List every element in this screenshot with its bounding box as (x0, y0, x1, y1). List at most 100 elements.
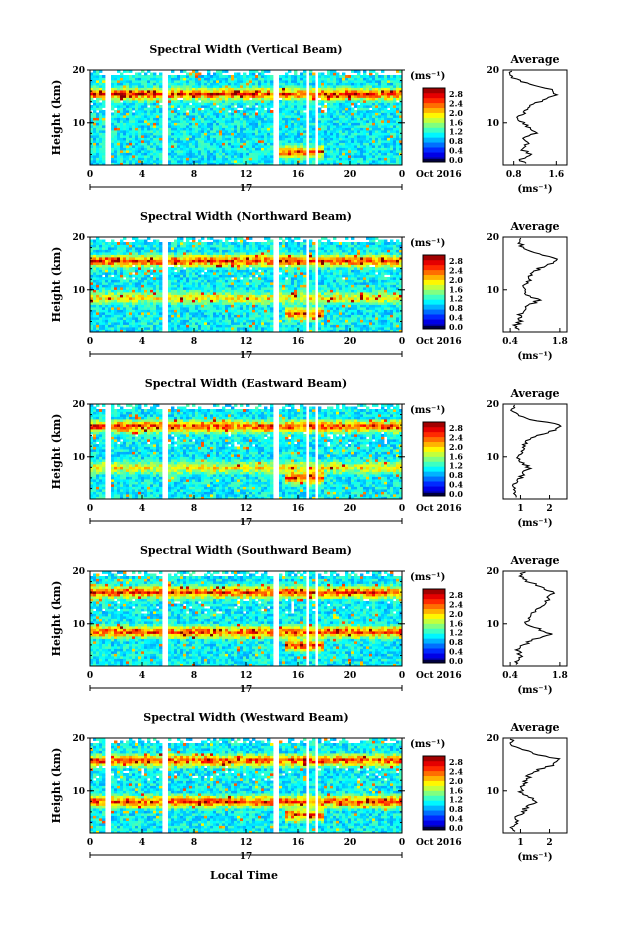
x-tick-label: 0 (87, 504, 93, 514)
y-tick-label: 20 (72, 567, 85, 577)
x-tick-label: 12 (240, 170, 253, 180)
x-tick-label: 8 (191, 170, 197, 180)
y-axis-label: Height (km) (50, 247, 63, 323)
average-x-tick-label: 2 (546, 504, 552, 514)
colorbar-tick-label: 0.0 (449, 155, 463, 165)
y-tick-label: 10 (72, 119, 85, 129)
average-y-tick-label: 10 (486, 620, 499, 630)
x-tick-label: 16 (292, 170, 305, 180)
heatmap-cells (90, 738, 402, 833)
colorbar (423, 88, 445, 162)
average-x-tick-label: 0.4 (502, 671, 518, 681)
date-tick-label: 17 (240, 351, 253, 361)
x-tick-label: 12 (240, 671, 253, 681)
average-y-tick-label: 10 (486, 286, 499, 296)
average-title: Average (509, 387, 559, 400)
y-tick-label: 10 (72, 453, 85, 463)
colorbar (423, 422, 445, 496)
average-y-tick-label: 10 (486, 787, 499, 797)
average-frame (503, 70, 567, 165)
x-tick-label: 20 (344, 337, 357, 347)
x-tick-label: 8 (191, 504, 197, 514)
average-y-tick-label: 20 (486, 66, 499, 76)
colorbar (423, 255, 445, 329)
date-label: Oct 2016 (416, 838, 462, 848)
date-tick-label: 17 (240, 184, 253, 194)
average-profile-line (511, 405, 561, 497)
y-tick-label: 10 (72, 787, 85, 797)
average-x-unit: (ms⁻¹) (517, 685, 552, 696)
y-axis-label: Height (km) (50, 414, 63, 490)
x-tick-label: 0 (87, 170, 93, 180)
average-x-tick-label: 1.8 (552, 337, 568, 347)
average-y-tick-label: 20 (486, 567, 499, 577)
average-x-tick-label: 0.4 (502, 337, 518, 347)
colorbar-tick-label: 0.0 (449, 489, 463, 499)
y-tick-label: 20 (72, 233, 85, 243)
x-tick-label: 20 (344, 170, 357, 180)
colorbar-unit: (ms⁻¹) (410, 71, 445, 82)
y-tick-label: 20 (72, 66, 85, 76)
x-tick-label: 16 (292, 337, 305, 347)
x-tick-label: 0 (87, 838, 93, 848)
y-tick-label: 20 (72, 400, 85, 410)
date-tick-label: 17 (240, 518, 253, 528)
y-axis-label: Height (km) (50, 581, 63, 657)
x-tick-label: 4 (139, 337, 145, 347)
heatmap-cells (90, 571, 402, 666)
colorbar-unit: (ms⁻¹) (410, 238, 445, 249)
x-tick-label: 8 (191, 671, 197, 681)
x-tick-label: 20 (344, 671, 357, 681)
average-profile-line (513, 238, 557, 330)
average-x-tick-label: 1 (517, 504, 523, 514)
colorbar (423, 756, 445, 830)
panel-title: Spectral Width (Northward Beam) (140, 210, 352, 223)
average-x-unit: (ms⁻¹) (517, 351, 552, 362)
average-title: Average (509, 554, 559, 567)
heatmap-cells (90, 237, 402, 332)
x-tick-label: 0 (399, 170, 405, 180)
average-x-tick-label: 0.8 (506, 170, 522, 180)
x-tick-label: 0 (399, 337, 405, 347)
date-label: Oct 2016 (416, 337, 462, 347)
x-tick-label: 0 (87, 671, 93, 681)
colorbar-tick-label: 0.0 (449, 322, 463, 332)
x-tick-label: 0 (87, 337, 93, 347)
average-title: Average (509, 220, 559, 233)
y-axis-label: Height (km) (50, 748, 63, 824)
panel-4: Spectral Width (Westward Beam)2010Height… (50, 711, 567, 863)
average-x-tick-label: 1.6 (548, 170, 564, 180)
y-tick-label: 20 (72, 734, 85, 744)
date-tick-label: 17 (240, 685, 253, 695)
average-profile-line (509, 71, 557, 163)
average-x-tick-label: 1 (517, 838, 523, 848)
heatmap-cells (90, 70, 402, 165)
x-tick-label: 4 (139, 170, 145, 180)
panel-0: Spectral Width (Vertical Beam)2010Height… (50, 43, 567, 195)
average-y-tick-label: 10 (486, 119, 499, 129)
average-x-unit: (ms⁻¹) (517, 852, 552, 863)
panel-title: Spectral Width (Southward Beam) (140, 544, 352, 557)
x-tick-label: 12 (240, 838, 253, 848)
panel-2: Spectral Width (Eastward Beam)2010Height… (50, 377, 567, 529)
average-x-tick-label: 2 (546, 838, 552, 848)
x-tick-label: 0 (399, 504, 405, 514)
x-tick-label: 0 (399, 838, 405, 848)
x-tick-label: 20 (344, 504, 357, 514)
average-x-unit: (ms⁻¹) (517, 184, 552, 195)
x-tick-label: 8 (191, 337, 197, 347)
panel-title: Spectral Width (Eastward Beam) (145, 377, 347, 390)
panel-3: Spectral Width (Southward Beam) 20 10 Heigh… (50, 544, 568, 696)
x-tick-label: 12 (240, 337, 253, 347)
y-axis-label: Height (km) (50, 80, 63, 156)
date-label: Oct 2016 (416, 504, 462, 514)
panel-title: Spectral Width (Westward Beam) (143, 711, 348, 724)
colorbar-tick-label: 0.0 (449, 656, 463, 666)
average-x-tick-label: 1.8 (552, 671, 568, 681)
colorbar-unit: (ms⁻¹) (410, 405, 445, 416)
y-tick-label: 10 (72, 620, 85, 630)
average-frame (503, 237, 567, 332)
average-y-tick-label: 20 (486, 233, 499, 243)
x-tick-label: 16 (292, 504, 305, 514)
